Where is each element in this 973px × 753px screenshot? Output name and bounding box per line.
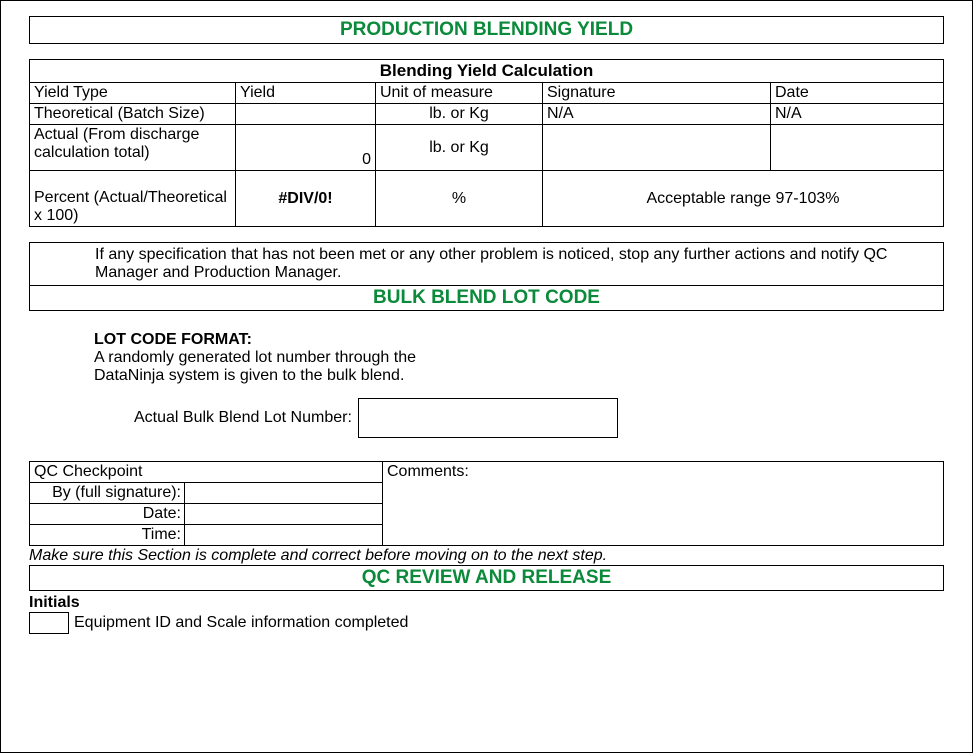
- row-percent-uom: %: [376, 171, 543, 227]
- row-theoretical-label: Theoretical (Batch Size): [30, 104, 236, 125]
- title-bulk-blend-lot-code: BULK BLEND LOT CODE: [29, 285, 944, 311]
- lot-number-row: Actual Bulk Blend Lot Number:: [134, 398, 944, 438]
- col-yield: Yield: [236, 83, 376, 104]
- row-percent-label: Percent (Actual/Theoretical x 100): [30, 171, 236, 227]
- lot-number-label: Actual Bulk Blend Lot Number:: [134, 409, 352, 427]
- row-percent-note: Acceptable range 97-103%: [543, 171, 944, 227]
- lot-format-line2: DataNinja system is given to the bulk bl…: [94, 367, 944, 385]
- row-theoretical-yield[interactable]: [236, 104, 376, 125]
- title-production-blending-yield: PRODUCTION BLENDING YIELD: [29, 16, 944, 44]
- row-percent-yield: #DIV/0!: [236, 171, 376, 227]
- page-container: PRODUCTION BLENDING YIELD Blending Yield…: [0, 0, 973, 753]
- lot-code-format-block: LOT CODE FORMAT: A randomly generated lo…: [94, 331, 944, 385]
- qc-by-label: By (full signature):: [30, 483, 185, 504]
- row-theoretical-date: N/A: [771, 104, 944, 125]
- row-actual-uom: lb. or Kg: [376, 125, 543, 171]
- lot-format-line1: A randomly generated lot number through …: [94, 349, 944, 367]
- qc-date-label: Date:: [30, 504, 185, 525]
- qc-time-input[interactable]: [185, 525, 383, 546]
- col-date: Date: [771, 83, 944, 104]
- qc-checkpoint-table: QC Checkpoint Comments: By (full signatu…: [29, 461, 944, 546]
- check-row-equipment: Equipment ID and Scale information compl…: [29, 612, 944, 634]
- col-signature: Signature: [543, 83, 771, 104]
- notice-box: If any specification that has not been m…: [29, 242, 944, 285]
- initials-input-equipment[interactable]: [29, 612, 69, 634]
- qc-comments-label: Comments:: [387, 463, 469, 480]
- lot-number-input[interactable]: [358, 398, 618, 438]
- qc-checkpoint-hdr: QC Checkpoint: [30, 462, 383, 483]
- row-theoretical-uom: lb. or Kg: [376, 104, 543, 125]
- check-label-equipment: Equipment ID and Scale information compl…: [74, 614, 408, 632]
- title-qc-review-release: QC REVIEW AND RELEASE: [29, 565, 944, 591]
- row-actual-label: Actual (From discharge calculation total…: [30, 125, 236, 171]
- row-actual-yield[interactable]: 0: [236, 125, 376, 171]
- qc-date-input[interactable]: [185, 504, 383, 525]
- qc-time-label: Time:: [30, 525, 185, 546]
- blending-yield-table: Blending Yield Calculation Yield Type Yi…: [29, 59, 944, 227]
- lot-format-hdr: LOT CODE FORMAT:: [94, 331, 252, 348]
- col-uom: Unit of measure: [376, 83, 543, 104]
- qc-comments-cell[interactable]: Comments:: [383, 462, 944, 546]
- row-actual-date[interactable]: [771, 125, 944, 171]
- italic-instruction: Make sure this Section is complete and c…: [29, 547, 944, 565]
- yield-table-header: Blending Yield Calculation: [30, 60, 944, 83]
- initials-header: Initials: [29, 594, 944, 612]
- row-actual-sig[interactable]: [543, 125, 771, 171]
- row-theoretical-sig: N/A: [543, 104, 771, 125]
- qc-by-input[interactable]: [185, 483, 383, 504]
- col-yield-type: Yield Type: [30, 83, 236, 104]
